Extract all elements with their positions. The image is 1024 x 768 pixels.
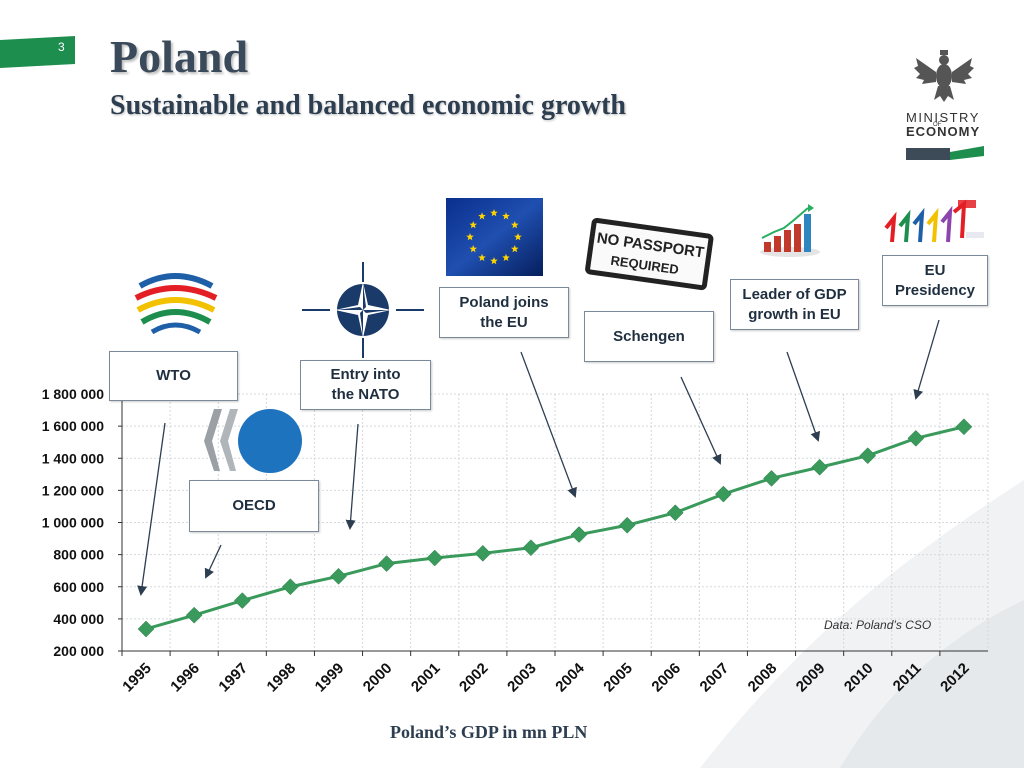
data-point-2000 xyxy=(378,555,395,572)
page-subtitle: Sustainable and balanced economic growth xyxy=(110,90,626,121)
data-point-2009 xyxy=(811,458,828,476)
data-point-2008 xyxy=(763,469,780,487)
y-tick-label: 1 400 000 xyxy=(42,450,104,466)
data-point-2006 xyxy=(666,504,684,522)
y-tick-label: 600 000 xyxy=(53,579,104,595)
eu-flag-icon xyxy=(446,198,543,276)
eu-presidency-box-line1: EU xyxy=(924,261,946,279)
eu-star-icon xyxy=(510,245,519,253)
nato-box-line2: the NATO xyxy=(331,386,400,403)
eu-star-icon xyxy=(469,221,478,229)
nato-box-line1: Entry into xyxy=(330,366,401,383)
y-tick-label: 800 000 xyxy=(53,547,104,563)
y-tick-label: 200 000 xyxy=(53,643,104,659)
oecd-box: OECD xyxy=(189,480,319,532)
data-point-2003 xyxy=(522,539,540,557)
eu-star-icon xyxy=(478,253,486,262)
page-title: Poland xyxy=(110,31,249,82)
arrow-nato xyxy=(345,423,359,530)
data-point-2005 xyxy=(618,516,636,534)
arrow-wto xyxy=(137,422,166,596)
data-source-note: Data: Poland’s CSO xyxy=(824,618,932,632)
gdp-series-line xyxy=(145,425,965,631)
eu-presidency-box-line2: Presidency xyxy=(894,281,976,299)
data-point-2007 xyxy=(715,485,732,503)
logo-of-text: OF xyxy=(933,122,942,128)
data-point-2002 xyxy=(474,544,492,562)
nato-compass-logo-icon xyxy=(302,262,424,358)
arrow-eu-presidency xyxy=(913,319,940,400)
eu-star-icon xyxy=(514,233,522,241)
arrow-schengen xyxy=(680,376,722,465)
eu-presidency-logo-icon xyxy=(884,199,984,243)
oecd-logo-icon xyxy=(204,409,302,473)
y-tick-label: 1 800 000 xyxy=(42,386,104,402)
arrow-oecd xyxy=(204,544,222,579)
growth-bars-icon xyxy=(760,204,820,257)
y-tick-label: 400 000 xyxy=(53,611,104,627)
no-passport-stamp-icon: NO PASSPORT REQUIRED xyxy=(585,218,714,291)
background-swoosh-icon xyxy=(700,480,1024,768)
data-point-1996 xyxy=(185,606,203,624)
leader-gdp-box-line1: Leader of GDP xyxy=(742,285,847,303)
data-point-1995 xyxy=(137,620,155,638)
arrow-leader-gdp xyxy=(786,351,821,442)
eu-star-icon xyxy=(478,212,486,220)
eu-star-icon xyxy=(510,221,519,229)
data-point-2010 xyxy=(859,447,877,465)
eu-star-icon xyxy=(502,212,510,220)
data-point-1997 xyxy=(233,592,251,609)
leader-gdp-box-line2: growth in EU xyxy=(748,305,841,323)
schengen-box: Schengen xyxy=(584,311,714,362)
eu-presidency-box: EU Presidency xyxy=(882,255,988,306)
eu-star-icon xyxy=(502,253,510,262)
data-point-2001 xyxy=(426,549,444,567)
data-point-1998 xyxy=(282,578,299,596)
y-tick-label: 1 600 000 xyxy=(42,418,104,434)
arrow-eu-join xyxy=(520,351,577,498)
eu-star-icon xyxy=(490,209,498,217)
ministry-eagle-logo-icon xyxy=(914,50,974,102)
chart-title: Poland’s GDP in mn PLN xyxy=(390,722,588,742)
logo-stripe-icon xyxy=(906,146,984,160)
y-tick-label: 1 200 000 xyxy=(42,482,104,498)
wto-box: WTO xyxy=(109,351,238,401)
eu-join-box-line1: Poland joins xyxy=(459,293,549,311)
data-point-2004 xyxy=(570,526,588,543)
eu-star-icon xyxy=(469,245,478,253)
data-point-2012 xyxy=(955,418,973,436)
data-point-1999 xyxy=(330,567,347,585)
eu-join-box-line2: the EU xyxy=(480,313,528,331)
wto-logo-icon xyxy=(134,273,218,335)
logo-ministry-text: MINISTRY xyxy=(906,110,980,125)
nato-box: Entry into the NATO xyxy=(300,360,431,410)
logo-economy-text: ECONOMY xyxy=(906,124,981,139)
eu-star-icon xyxy=(490,257,498,265)
data-point-2011 xyxy=(907,429,925,447)
eu-star-icon xyxy=(466,233,474,241)
y-tick-label: 1 000 000 xyxy=(42,515,104,531)
leader-gdp-box: Leader of GDP growth in EU xyxy=(730,279,859,330)
slide-number: 3 xyxy=(58,40,65,54)
eu-join-box: Poland joins the EU xyxy=(439,287,569,338)
